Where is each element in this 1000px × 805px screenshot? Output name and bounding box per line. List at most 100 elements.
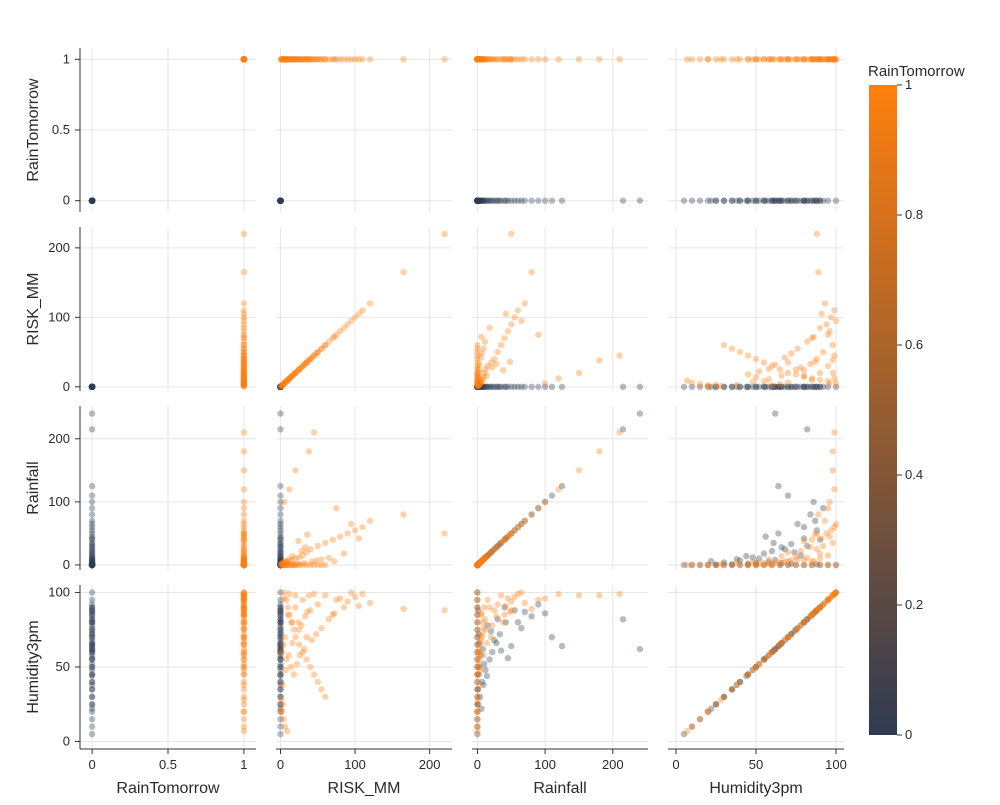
scatter-point <box>756 560 763 567</box>
scatter-point <box>704 56 712 63</box>
scatter-point <box>829 56 836 63</box>
scatter-point <box>240 56 248 63</box>
scatter-point <box>616 590 623 598</box>
scatter-point <box>744 671 752 678</box>
scatter-point <box>240 611 248 618</box>
scatter-point <box>277 197 284 204</box>
scatter-point <box>277 197 284 204</box>
scatter-point <box>784 561 792 569</box>
scatter-point <box>474 379 481 386</box>
scatter-point <box>474 727 481 735</box>
scatter-point <box>88 616 96 623</box>
scatter-point <box>511 314 518 321</box>
scatter-point <box>800 619 808 626</box>
scatter-point <box>277 561 284 569</box>
colorbar-gradient <box>869 85 897 735</box>
scatter-point <box>318 625 325 632</box>
scatter-point <box>474 56 481 63</box>
scatter-point <box>88 383 96 390</box>
scatter-point <box>501 197 508 204</box>
scatter-point <box>704 708 712 715</box>
scatter-point <box>88 716 96 723</box>
scatter-point <box>474 561 481 569</box>
scatter-point <box>313 350 320 357</box>
scatter-point <box>776 641 784 648</box>
scatter-point <box>277 383 284 390</box>
scatter-point <box>636 645 644 653</box>
scatter-point <box>474 648 481 656</box>
scatter-point <box>824 596 832 604</box>
scatter-point <box>477 376 484 384</box>
scatter-point <box>480 376 487 383</box>
scatter-point <box>240 561 248 568</box>
scatter-point <box>277 561 284 569</box>
scatter-point <box>487 628 495 635</box>
scatter-point <box>794 625 801 632</box>
scatter-point <box>277 383 284 390</box>
scatter-point <box>480 556 487 563</box>
scatter-point <box>277 663 284 671</box>
scatter-point <box>489 547 496 555</box>
scatter-point <box>280 559 287 566</box>
scatter-point <box>277 552 284 560</box>
scatter-point <box>278 561 285 568</box>
scatter-point <box>728 345 736 352</box>
scatter-point <box>290 56 298 63</box>
scatter-point <box>487 549 495 556</box>
scatter-point <box>765 365 772 372</box>
scatter-point <box>313 557 320 564</box>
scatter-point <box>474 362 481 370</box>
scatter-point <box>804 426 811 433</box>
scatter-point <box>481 616 489 623</box>
scatter-point <box>575 369 583 377</box>
scatter-point <box>765 651 772 659</box>
scatter-point <box>474 197 481 204</box>
scatter-point <box>776 641 784 648</box>
scatter-point <box>736 678 744 686</box>
scatter-point <box>474 197 481 204</box>
scatter-point <box>768 383 776 390</box>
scatter-point <box>277 197 284 204</box>
scatter-point <box>474 561 481 569</box>
scatter-point <box>760 197 768 204</box>
scatter-point <box>277 693 284 700</box>
scatter-point <box>481 56 489 63</box>
scatter-point <box>290 371 298 378</box>
scatter-point <box>521 383 528 390</box>
scatter-point <box>277 197 284 204</box>
scatter-point <box>502 383 509 390</box>
scatter-point <box>502 197 509 204</box>
scatter-point <box>240 561 248 568</box>
scatter-point <box>804 616 811 623</box>
scatter-point <box>277 383 284 390</box>
scatter-point <box>596 448 603 455</box>
scatter-point <box>476 383 484 390</box>
scatter-point <box>240 511 248 518</box>
scatter-point <box>292 56 299 63</box>
scatter-point <box>541 56 549 63</box>
scatter-point <box>240 56 248 63</box>
scatter-point <box>88 561 96 569</box>
scatter-point <box>684 561 691 569</box>
scatter-point <box>240 380 248 387</box>
scatter-point <box>88 561 96 569</box>
scatter-point <box>479 631 486 638</box>
scatter-point <box>88 560 96 567</box>
scatter-point <box>240 230 248 238</box>
scatter-point <box>240 56 248 63</box>
scatter-point <box>768 648 776 656</box>
scatter-point <box>88 383 96 390</box>
scatter-point <box>277 555 284 562</box>
scatter-point <box>478 558 485 565</box>
scatter-point <box>277 589 284 596</box>
scatter-point <box>299 648 306 656</box>
scatter-point <box>88 383 96 390</box>
scatter-point <box>474 561 481 569</box>
scatter-point <box>333 505 340 512</box>
scatter-point <box>733 556 740 563</box>
scatter-point <box>240 56 248 63</box>
scatter-point <box>535 505 542 512</box>
scatter-point <box>88 634 96 641</box>
scatter-point <box>712 56 720 63</box>
scatter-point <box>88 383 96 390</box>
